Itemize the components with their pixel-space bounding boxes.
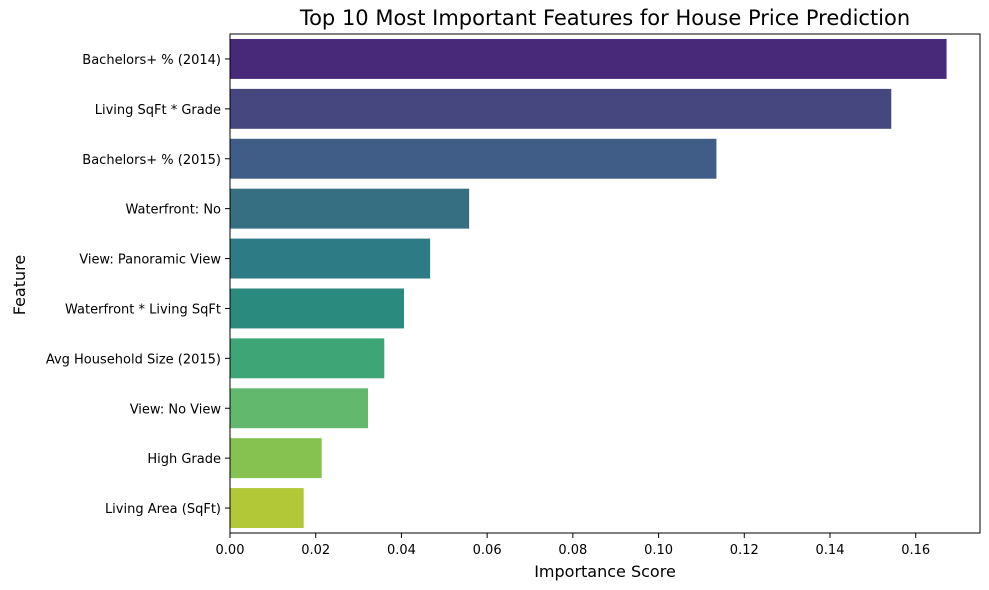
x-tick-label: 0.10 [644, 543, 673, 558]
bar-4 [230, 188, 470, 229]
x-tick-label: 0.02 [301, 543, 330, 558]
chart-title: Top 10 Most Important Features for House… [299, 6, 910, 30]
x-tick-label: 0.08 [558, 543, 587, 558]
y-tick-label: Bachelors+ % (2014) [82, 53, 221, 68]
bar-6 [230, 288, 404, 329]
bar-9 [230, 438, 322, 479]
y-tick-label: Avg Household Size (2015) [46, 352, 221, 367]
bars-layer [230, 38, 947, 529]
bar-1 [230, 38, 947, 79]
x-axis-title: Importance Score [534, 562, 676, 581]
bar-5 [230, 238, 431, 279]
axes-layer: Bachelors+ % (2014) Living SqFt * Grade Ba… [46, 33, 981, 558]
x-tick-label: 0.12 [730, 543, 759, 558]
x-tick-label: 0.04 [387, 543, 416, 558]
y-tick-label: High Grade [147, 452, 221, 467]
y-tick-label: Living Area (SqFt) [105, 502, 221, 517]
bar-8 [230, 388, 368, 429]
bar-10 [230, 488, 304, 529]
bar-7 [230, 338, 385, 379]
x-tick-label: 0.00 [216, 543, 245, 558]
bar-2 [230, 88, 892, 129]
x-tick-label: 0.06 [473, 543, 502, 558]
y-tick-label: Waterfront * Living SqFt [65, 302, 221, 317]
y-tick-label: Bachelors+ % (2015) [82, 153, 221, 168]
bar-3 [230, 138, 717, 179]
y-axis-title: Feature [10, 255, 29, 315]
y-tick-label: View: No View [130, 402, 222, 417]
x-tick-label: 0.14 [816, 543, 845, 558]
y-tick-label: View: Panoramic View [79, 253, 221, 268]
plot-frame [229, 33, 981, 534]
y-tick-label: Waterfront: No [125, 203, 221, 218]
y-tick-label: Living SqFt * Grade [95, 103, 221, 118]
x-tick-label: 0.16 [901, 543, 930, 558]
